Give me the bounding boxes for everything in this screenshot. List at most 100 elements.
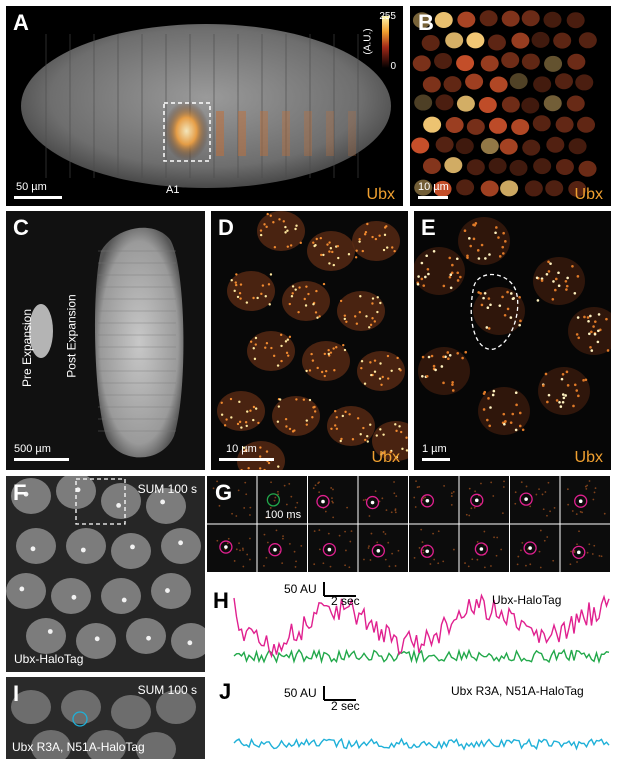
nucleus xyxy=(86,730,126,759)
speckle xyxy=(581,511,584,514)
speckle xyxy=(275,529,278,532)
speckle xyxy=(324,510,327,513)
spot xyxy=(449,286,453,290)
spot xyxy=(422,284,426,287)
spot xyxy=(482,392,486,395)
spot xyxy=(421,355,425,359)
spot xyxy=(395,429,398,433)
scale-bar xyxy=(219,458,274,461)
spot xyxy=(347,253,351,256)
bright-spot xyxy=(30,546,36,552)
spot xyxy=(514,391,518,395)
spot xyxy=(260,292,263,296)
speckle xyxy=(535,493,538,496)
speckle xyxy=(294,566,297,568)
spot xyxy=(430,354,434,358)
nucleus xyxy=(76,623,116,659)
speckle xyxy=(514,491,517,494)
speckle xyxy=(367,547,370,549)
spot xyxy=(332,347,335,350)
tracked-spot-circle xyxy=(371,544,385,558)
spot xyxy=(359,295,362,298)
speckle xyxy=(588,543,591,546)
spot xyxy=(239,283,243,286)
speckle xyxy=(332,516,335,519)
tracked-spot-circle xyxy=(572,545,586,559)
spot xyxy=(343,348,347,352)
bright-spot xyxy=(178,540,183,546)
speckle xyxy=(543,539,546,542)
speckle xyxy=(313,530,316,532)
ubx-stripe xyxy=(348,111,356,156)
spot xyxy=(239,297,242,300)
speckle xyxy=(414,506,417,508)
spot xyxy=(315,237,318,241)
bright-spot xyxy=(121,597,127,603)
nucleus xyxy=(455,138,474,155)
spot xyxy=(489,303,492,307)
spot xyxy=(279,333,283,337)
nucleus xyxy=(531,31,550,48)
spot xyxy=(421,374,424,378)
nucleus xyxy=(435,94,454,111)
speckle xyxy=(450,495,453,497)
spot xyxy=(518,424,522,428)
spot xyxy=(509,316,513,319)
scale-bar-label: 500 µm xyxy=(14,443,51,455)
spot xyxy=(379,362,382,365)
spot xyxy=(565,288,568,291)
spot xyxy=(258,455,262,458)
background-trace xyxy=(233,648,610,665)
speckle xyxy=(241,547,244,550)
colorbar-max: 255 xyxy=(379,11,396,22)
nucleus xyxy=(433,180,452,197)
spot xyxy=(240,469,243,470)
spot xyxy=(345,320,348,323)
spot xyxy=(290,295,294,298)
spot xyxy=(308,398,312,402)
spot xyxy=(330,427,333,431)
speckle xyxy=(576,561,578,563)
spot xyxy=(577,336,581,340)
speckle xyxy=(538,550,541,553)
nucleus xyxy=(411,137,430,154)
speckle xyxy=(388,565,391,568)
spot xyxy=(314,243,317,247)
speckle xyxy=(235,515,238,517)
speckle xyxy=(290,495,293,498)
speckle xyxy=(594,487,597,490)
spot xyxy=(417,275,420,278)
spot xyxy=(223,424,227,427)
spot xyxy=(446,351,450,354)
spot xyxy=(565,284,569,288)
speckle xyxy=(450,504,453,506)
speckle xyxy=(571,510,574,512)
spot xyxy=(374,237,378,241)
spot xyxy=(299,241,302,245)
nucleus xyxy=(545,180,564,197)
spot xyxy=(566,384,570,387)
nucleus xyxy=(434,52,453,69)
speckle xyxy=(521,541,524,544)
spot xyxy=(305,423,309,426)
nucleus xyxy=(568,138,587,155)
spot xyxy=(593,332,597,336)
speckle xyxy=(567,503,570,506)
spot xyxy=(442,355,445,359)
spot xyxy=(549,262,552,265)
nucleus xyxy=(6,573,46,609)
spot xyxy=(351,438,355,441)
spot xyxy=(378,377,382,380)
spot xyxy=(488,424,492,428)
speckle xyxy=(547,481,550,484)
speckle xyxy=(450,492,453,495)
spot xyxy=(503,420,507,424)
bright-spot xyxy=(23,491,29,497)
speckle xyxy=(566,488,569,491)
speckle xyxy=(495,554,498,557)
speckle xyxy=(542,508,545,511)
speckle xyxy=(242,549,244,551)
scale-x-label: 2 sec xyxy=(331,594,360,608)
spot xyxy=(395,455,399,459)
tracked-spot xyxy=(479,547,484,551)
